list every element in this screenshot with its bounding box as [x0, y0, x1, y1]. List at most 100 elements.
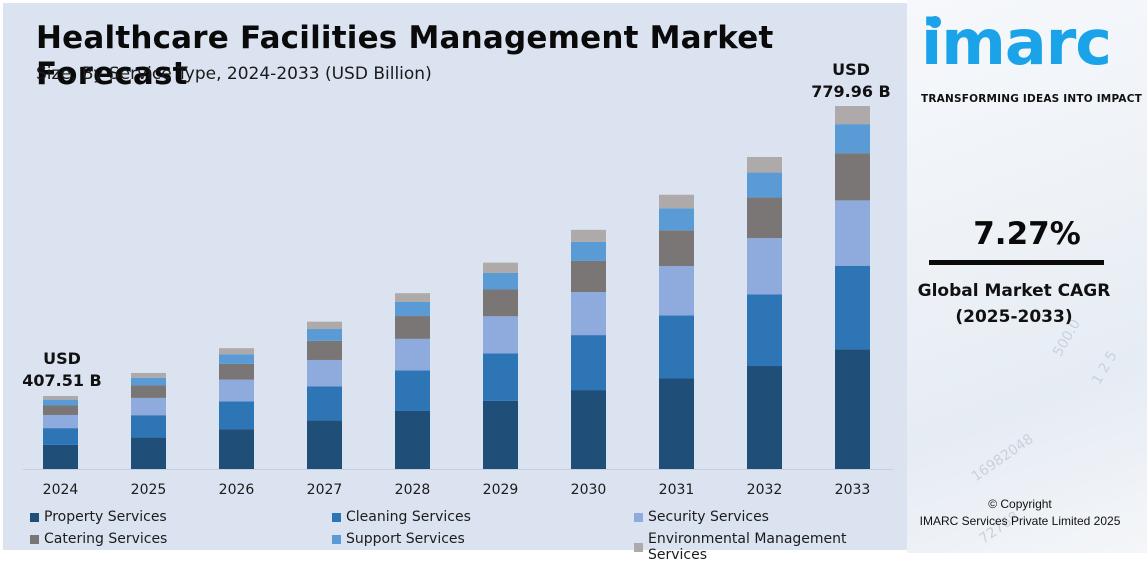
- bar-segment-support-services-2025: [131, 377, 166, 386]
- bar-segment-environmental-management-services-2026: [219, 348, 254, 355]
- bar-segment-property-services-2031: [659, 378, 694, 469]
- bar-segment-environmental-management-services-2024: [43, 396, 78, 400]
- bar-segment-catering-services-2024: [43, 405, 78, 415]
- copyright-line2: IMARC Services Private Limited 2025: [919, 514, 1121, 528]
- bar-segment-security-services-2030: [571, 292, 606, 336]
- bar-segment-catering-services-2028: [395, 316, 430, 339]
- legend-swatch: [30, 512, 39, 522]
- bar-segment-cleaning-services-2033: [835, 265, 870, 350]
- bar-segment-cleaning-services-2024: [43, 428, 78, 445]
- bars-group: [43, 106, 870, 469]
- bar-segment-support-services-2032: [747, 172, 782, 198]
- bar-segment-security-services-2025: [131, 397, 166, 416]
- bar-segment-support-services-2030: [571, 241, 606, 261]
- legend-label: Environmental Management Services: [648, 531, 847, 563]
- legend-item-property: Property Services: [30, 509, 167, 525]
- background-number: 16982048: [968, 431, 1037, 485]
- bar-segment-security-services-2026: [219, 379, 254, 402]
- bar-segment-environmental-management-services-2030: [571, 229, 606, 242]
- x-tick-labels: 2024 2025 2026 2027 2028 2029 2030 2031 2032 2033: [43, 482, 871, 498]
- legend-label: Security Services: [648, 509, 769, 525]
- brand-tagline: TRANSFORMING IDEAS INTO IMPACT: [921, 93, 1142, 105]
- bar-segment-property-services-2026: [219, 429, 254, 469]
- cagr-label: Global Market CAGR (2025-2033): [907, 278, 1121, 330]
- bar-segment-environmental-management-services-2033: [835, 106, 870, 125]
- bar-segment-security-services-2024: [43, 414, 78, 429]
- legend-label: Catering Services: [44, 531, 168, 547]
- legend-swatch: [332, 534, 341, 544]
- copyright: © Copyright IMARC Services Private Limit…: [907, 496, 1133, 530]
- bar-segment-cleaning-services-2028: [395, 370, 430, 411]
- callout-currency: USD: [832, 60, 870, 79]
- bar-segment-support-services-2033: [835, 124, 870, 154]
- bar-segment-environmental-management-services-2027: [307, 321, 342, 330]
- legend-item-security: Security Services: [634, 509, 769, 525]
- chart-panel: Healthcare Facilities Management Market …: [3, 3, 907, 563]
- bar-segment-cleaning-services-2029: [483, 353, 518, 401]
- bar-segment-support-services-2028: [395, 301, 430, 317]
- bar-segment-environmental-management-services-2031: [659, 194, 694, 209]
- cagr-value: 7.27%: [973, 216, 1081, 252]
- legend-item-environmental: Environmental Management Services: [634, 531, 910, 563]
- legend-item-support: Support Services: [332, 531, 465, 547]
- last-year-callout: USD 779.96 B: [806, 59, 896, 103]
- callout-value: 407.51 B: [22, 371, 102, 390]
- imarc-logo: imarc: [921, 12, 1112, 74]
- x-tick-label-2026: 2026: [219, 482, 255, 498]
- bar-segment-property-services-2027: [307, 420, 342, 469]
- legend-swatch: [30, 534, 39, 544]
- bar-segment-security-services-2031: [659, 266, 694, 316]
- bar-segment-property-services-2032: [747, 366, 782, 469]
- bar-segment-support-services-2031: [659, 208, 694, 231]
- legend-item-catering: Catering Services: [30, 531, 167, 547]
- bar-segment-security-services-2033: [835, 200, 870, 266]
- stacked-bar-chart: 2024 2025 2026 2027 2028 2029 2030 2031 2032 2033: [23, 106, 893, 498]
- x-tick-label-2025: 2025: [131, 482, 167, 498]
- bar-segment-security-services-2029: [483, 316, 518, 354]
- bar-segment-property-services-2028: [395, 410, 430, 469]
- bar-segment-property-services-2030: [571, 390, 606, 469]
- legend-swatch: [332, 512, 341, 522]
- legend-label: Cleaning Services: [346, 509, 471, 525]
- cagr-label-line2: (2025-2033): [955, 307, 1073, 327]
- bar-segment-support-services-2029: [483, 272, 518, 290]
- bar-segment-environmental-management-services-2032: [747, 157, 782, 173]
- bar-segment-security-services-2032: [747, 238, 782, 295]
- logo-dot-icon: [929, 16, 941, 28]
- copyright-line1: © Copyright: [988, 497, 1052, 511]
- x-tick-label-2032: 2032: [747, 482, 783, 498]
- x-tick-label-2030: 2030: [571, 482, 607, 498]
- bar-segment-security-services-2028: [395, 338, 430, 371]
- bar-segment-cleaning-services-2025: [131, 415, 166, 438]
- bar-segment-cleaning-services-2026: [219, 401, 254, 430]
- x-tick-label-2027: 2027: [307, 482, 343, 498]
- bar-segment-environmental-management-services-2025: [131, 372, 166, 378]
- bar-segment-catering-services-2029: [483, 289, 518, 317]
- legend-item-cleaning: Cleaning Services: [332, 509, 471, 525]
- bar-segment-support-services-2024: [43, 399, 78, 406]
- x-tick-label-2029: 2029: [483, 482, 519, 498]
- bar-segment-catering-services-2030: [571, 260, 606, 293]
- background-number: 1 2 5: [1088, 348, 1121, 388]
- bar-segment-environmental-management-services-2028: [395, 293, 430, 302]
- bar-segment-support-services-2027: [307, 329, 342, 341]
- bar-segment-property-services-2029: [483, 400, 518, 469]
- cagr-label-line1: Global Market CAGR: [917, 281, 1111, 301]
- legend-swatch: [634, 542, 643, 552]
- bar-segment-property-services-2025: [131, 437, 166, 469]
- bar-segment-catering-services-2031: [659, 230, 694, 267]
- chart-subtitle: Size, By Service Type, 2024-2033 (USD Bi…: [36, 64, 432, 84]
- bar-segment-cleaning-services-2031: [659, 315, 694, 379]
- legend-label: Property Services: [44, 509, 167, 525]
- x-tick-label-2031: 2031: [659, 482, 695, 498]
- bar-segment-environmental-management-services-2029: [483, 262, 518, 273]
- bar-segment-security-services-2027: [307, 359, 342, 387]
- x-tick-label-2033: 2033: [835, 482, 871, 498]
- bar-segment-catering-services-2027: [307, 340, 342, 360]
- bar-segment-catering-services-2032: [747, 197, 782, 239]
- bar-segment-catering-services-2025: [131, 385, 166, 398]
- legend-label: Support Services: [346, 531, 465, 547]
- side-panel: 500.0 1 2 5 16982048 72768 imarc TRANSFO…: [907, 0, 1147, 553]
- bar-segment-cleaning-services-2027: [307, 386, 342, 421]
